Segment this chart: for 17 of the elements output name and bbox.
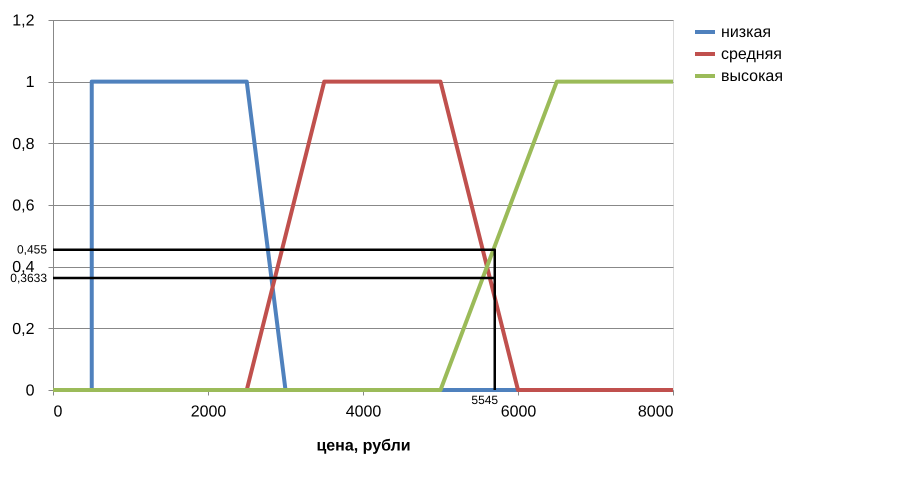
y-tick-label: 0,2 [12,320,35,338]
x-tick-label: 8000 [638,404,674,420]
y-tick-label: 0,8 [12,136,35,153]
legend-label: высокая [721,68,783,85]
legend-label: низкая [721,24,772,41]
y-tick-label: 0,6 [12,198,35,214]
x-tick-label: 2000 [190,404,226,420]
x-tick-label: 6000 [500,404,536,420]
y-tick-label: 1 [26,74,35,92]
y-tick-label: 0 [26,382,35,400]
x-tick-label: 4000 [346,404,382,420]
y-tick-label: 1,2 [12,12,35,30]
text: 0,455 [16,242,48,257]
annotation: 5545 [471,393,498,407]
x-axis-title: цена, рубли [316,438,411,454]
x-tick-label: 0 [54,404,62,420]
legend-label: средняя [721,46,782,63]
